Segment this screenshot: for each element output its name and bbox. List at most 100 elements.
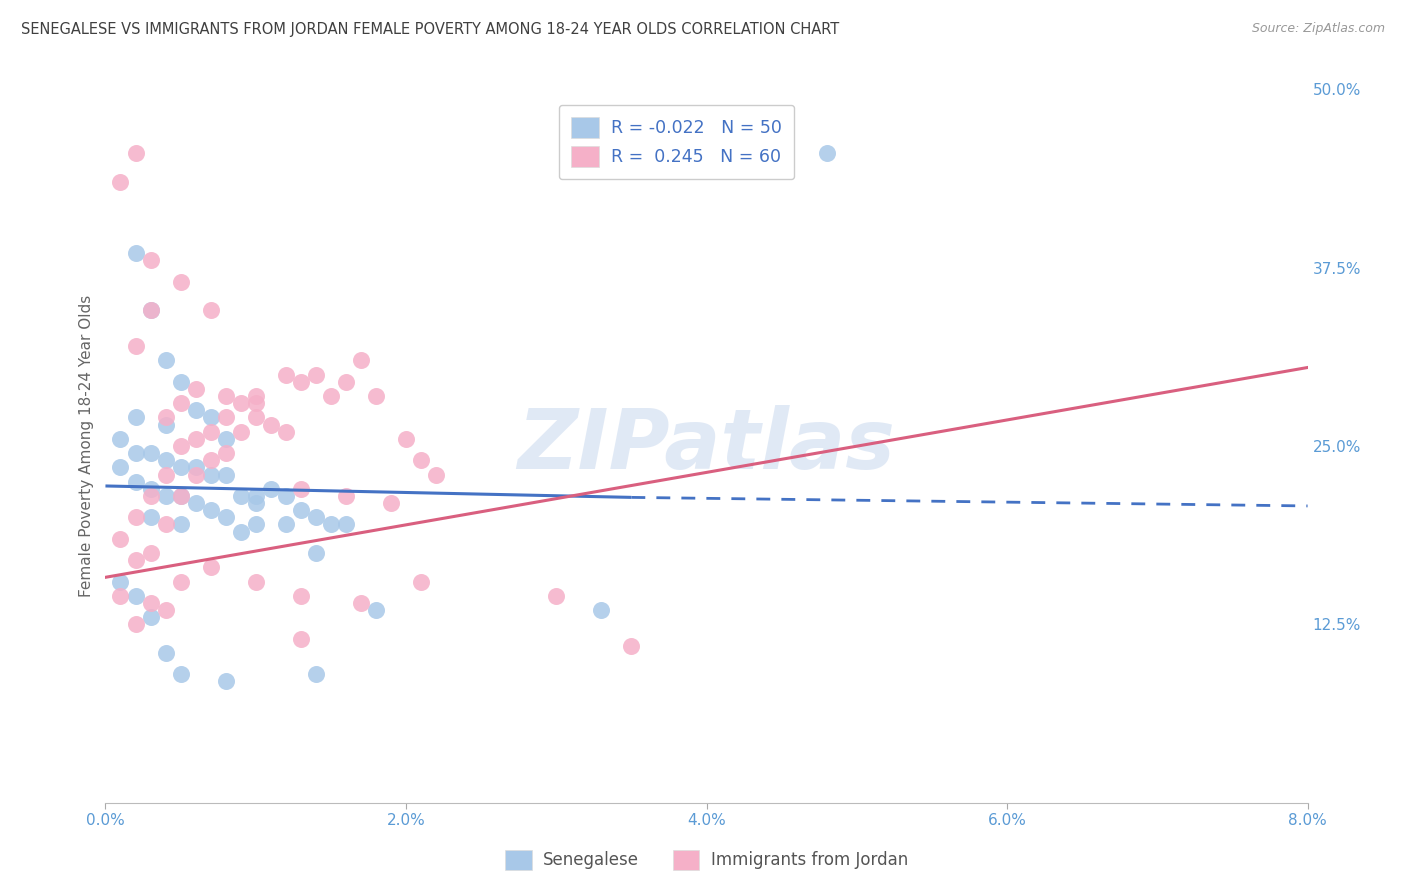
Point <box>425 467 447 482</box>
Point <box>364 603 387 617</box>
Point <box>274 517 297 532</box>
Point <box>364 389 387 403</box>
Point <box>184 496 207 510</box>
Point <box>155 489 177 503</box>
Point <box>380 496 402 510</box>
Point <box>335 375 357 389</box>
Point <box>124 146 146 161</box>
Point <box>214 446 236 460</box>
Point <box>229 489 252 503</box>
Point <box>260 482 283 496</box>
Point <box>184 403 207 417</box>
Point <box>169 517 191 532</box>
Point <box>274 368 297 382</box>
Point <box>395 432 418 446</box>
Point <box>139 510 162 524</box>
Point <box>155 467 177 482</box>
Point <box>245 410 267 425</box>
Point <box>214 432 236 446</box>
Point <box>169 574 191 589</box>
Point <box>260 417 283 432</box>
Point <box>169 439 191 453</box>
Point <box>155 517 177 532</box>
Point <box>139 446 162 460</box>
Point <box>169 489 191 503</box>
Point <box>409 453 432 467</box>
Point <box>409 574 432 589</box>
Point <box>290 503 312 517</box>
Point <box>591 603 613 617</box>
Point <box>245 489 267 503</box>
Point <box>169 667 191 681</box>
Point <box>245 496 267 510</box>
Point <box>335 517 357 532</box>
Point <box>200 560 222 574</box>
Point <box>290 482 312 496</box>
Point <box>214 467 236 482</box>
Point <box>815 146 838 161</box>
Point <box>124 475 146 489</box>
Point <box>305 546 328 560</box>
Point <box>214 510 236 524</box>
Point <box>139 596 162 610</box>
Point <box>139 303 162 318</box>
Point <box>200 425 222 439</box>
Point <box>214 674 236 689</box>
Point <box>155 603 177 617</box>
Point <box>184 467 207 482</box>
Point <box>290 632 312 646</box>
Point <box>350 353 373 368</box>
Point <box>229 396 252 410</box>
Point <box>110 532 132 546</box>
Point <box>110 175 132 189</box>
Point <box>546 589 568 603</box>
Point <box>229 425 252 439</box>
Point <box>155 353 177 368</box>
Point <box>245 517 267 532</box>
Point <box>139 610 162 624</box>
Text: SENEGALESE VS IMMIGRANTS FROM JORDAN FEMALE POVERTY AMONG 18-24 YEAR OLDS CORREL: SENEGALESE VS IMMIGRANTS FROM JORDAN FEM… <box>21 22 839 37</box>
Point <box>350 596 373 610</box>
Point <box>169 375 191 389</box>
Point <box>245 574 267 589</box>
Point <box>139 253 162 268</box>
Point <box>274 489 297 503</box>
Point <box>110 432 132 446</box>
Point <box>124 553 146 567</box>
Point <box>245 389 267 403</box>
Point <box>155 417 177 432</box>
Point <box>124 617 146 632</box>
Point <box>169 460 191 475</box>
Point <box>139 482 162 496</box>
Point <box>620 639 643 653</box>
Point <box>200 303 222 318</box>
Point <box>124 339 146 353</box>
Point <box>245 396 267 410</box>
Point <box>184 460 207 475</box>
Point <box>155 453 177 467</box>
Point <box>200 467 222 482</box>
Point <box>214 389 236 403</box>
Text: Source: ZipAtlas.com: Source: ZipAtlas.com <box>1251 22 1385 36</box>
Point <box>184 382 207 396</box>
Point <box>169 275 191 289</box>
Point <box>155 410 177 425</box>
Point <box>290 375 312 389</box>
Text: ZIPatlas: ZIPatlas <box>517 406 896 486</box>
Point <box>169 396 191 410</box>
Point <box>665 111 688 125</box>
Point <box>305 667 328 681</box>
Point <box>139 303 162 318</box>
Point <box>110 589 132 603</box>
Point <box>274 425 297 439</box>
Point <box>200 503 222 517</box>
Point <box>139 546 162 560</box>
Point <box>184 432 207 446</box>
Point <box>229 524 252 539</box>
Point <box>139 489 162 503</box>
Point <box>319 389 342 403</box>
Point <box>335 489 357 503</box>
Y-axis label: Female Poverty Among 18-24 Year Olds: Female Poverty Among 18-24 Year Olds <box>79 295 94 597</box>
Legend: Senegalese, Immigrants from Jordan: Senegalese, Immigrants from Jordan <box>498 843 915 877</box>
Point <box>124 446 146 460</box>
